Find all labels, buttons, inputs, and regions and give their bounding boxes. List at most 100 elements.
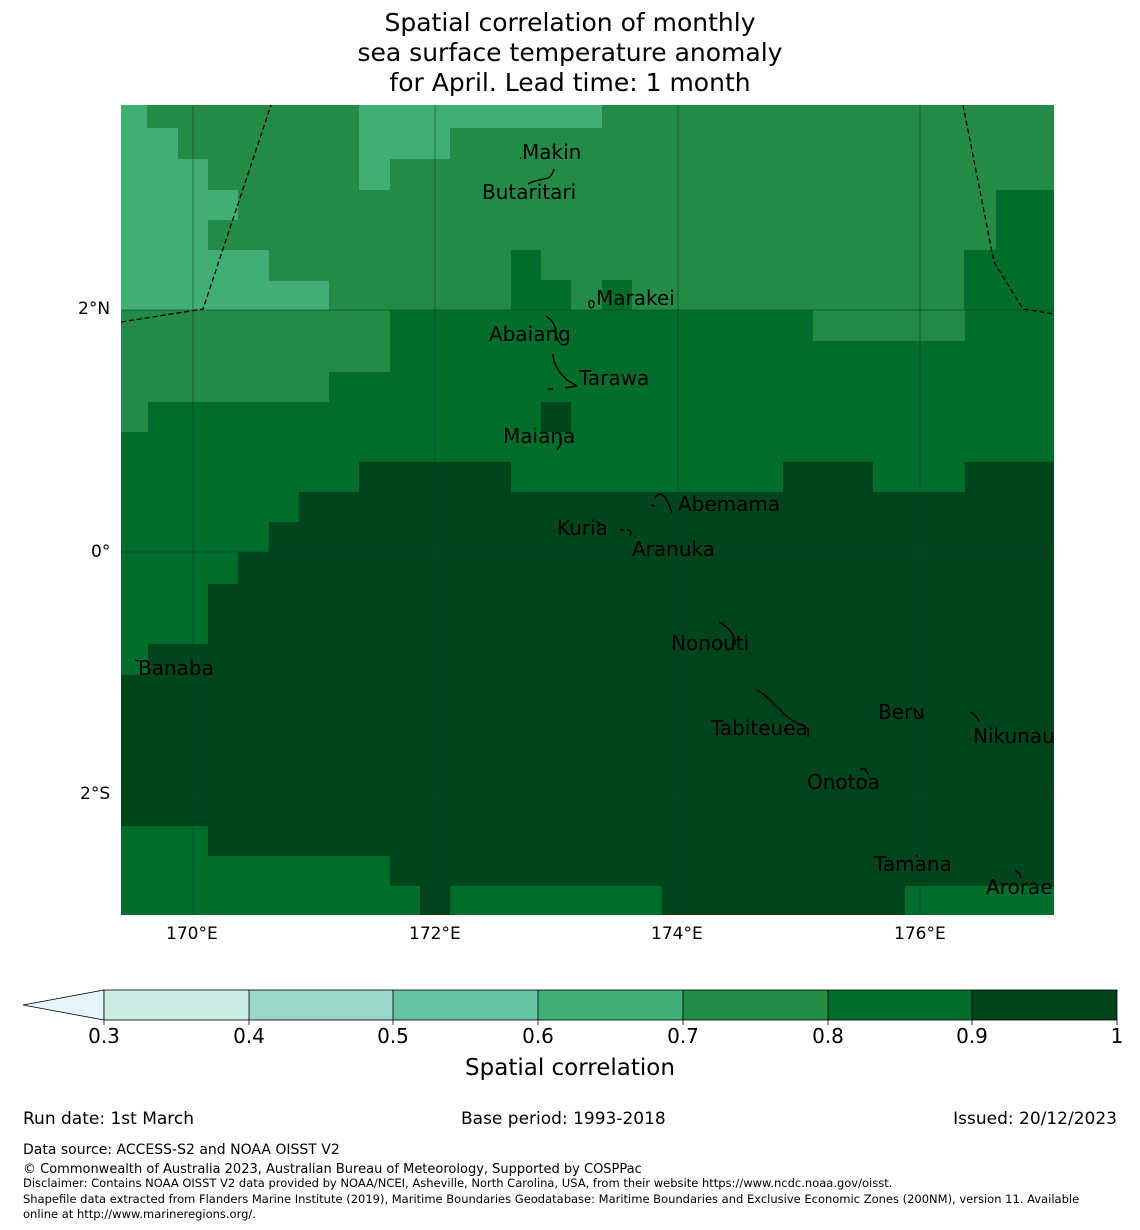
- label-kuria: Kuria: [557, 516, 608, 540]
- colorbar-tick-0.4: 0.4: [233, 1024, 265, 1048]
- y-tick-2n: 2°N: [78, 299, 111, 319]
- eez-boundary: [120, 104, 1055, 323]
- disclaimer: Disclaimer: Contains NOAA OISST V2 data …: [23, 1176, 893, 1190]
- island-outlines: [134, 145, 1022, 879]
- run-date: Run date: 1st March: [23, 1109, 195, 1129]
- field-cell-08: [996, 190, 1054, 250]
- label-butaritari: Butaritari: [482, 180, 576, 204]
- island-abaiang: [545, 315, 561, 344]
- field-cell-07: [571, 280, 602, 310]
- label-nikunau: Nikunau: [973, 724, 1055, 748]
- field-cell-08: [511, 462, 783, 492]
- field-cell-06: [359, 159, 390, 190]
- field-cell-08: [121, 552, 238, 584]
- island-nonouti: [718, 621, 736, 646]
- field-cell-07: [541, 250, 964, 280]
- x-tick-176e: 176°E: [894, 924, 946, 944]
- field-cell-08: [121, 644, 148, 675]
- colorbar-tick-0.8: 0.8: [812, 1024, 844, 1048]
- field-cell-06: [147, 128, 178, 310]
- label-tarawa: Tarawa: [578, 366, 649, 390]
- island-onotoa: [860, 768, 869, 775]
- y-tick-0: 0°: [91, 542, 111, 562]
- label-tamana: Tamana: [873, 852, 952, 876]
- island-tamana: [915, 854, 919, 858]
- colorbar-bin-05-06: [393, 990, 538, 1020]
- field-cell-08: [121, 886, 420, 915]
- field-cell-07: [964, 105, 1054, 190]
- map-title: Spatial correlation of monthly sea surfa…: [0, 8, 1140, 98]
- field-cell-07: [121, 402, 148, 432]
- island-tarawa: [548, 353, 579, 390]
- label-nonouti: Nonouti: [671, 631, 749, 655]
- colorbar-frame: [103, 989, 1118, 1021]
- colorbar-bin-07-08: [683, 990, 828, 1020]
- field-cell-06: [121, 105, 147, 310]
- title-line-1: Spatial correlation of monthly: [384, 8, 756, 37]
- field-cell-08: [121, 584, 208, 644]
- label-banaba: Banaba: [138, 656, 214, 680]
- eez-boundary-east: [962, 104, 1055, 315]
- y-tick-2s: 2°S: [80, 784, 111, 804]
- field-cell-08: [121, 522, 269, 552]
- island-nikunau: [969, 712, 980, 722]
- field-cell-07: [121, 105, 964, 250]
- colorbar-extend-arrow: [22, 989, 105, 1021]
- colorbar-bin-03-04: [104, 990, 249, 1020]
- field-cell-06: [359, 105, 602, 128]
- label-abaiang: Abaiang: [489, 322, 571, 346]
- field-cell-08: [450, 886, 662, 915]
- field-cell-08: [873, 462, 965, 492]
- map-plot: Makin Butaritari Marakei Abaiang Tarawa …: [120, 104, 1055, 915]
- field-cell-06: [269, 281, 329, 310]
- data-source: Data source: ACCESS-S2 and NOAA OISST V2: [23, 1142, 340, 1158]
- label-onotoa: Onotoa: [807, 770, 880, 794]
- island-marakei: [588, 299, 595, 309]
- colorbar-bin-09-10: [972, 990, 1117, 1020]
- field-cell-08: [121, 462, 359, 492]
- field-cell-07: [964, 190, 996, 250]
- colorbar-tick-0.9: 0.9: [956, 1024, 988, 1048]
- field-cell-07: [632, 280, 964, 310]
- label-aranuka: Aranuka: [632, 537, 715, 561]
- shapefile-credit-line-2: online at http://www.marineregions.org/.: [23, 1207, 256, 1221]
- x-tick-172e: 172°E: [409, 924, 461, 944]
- base-period: Base period: 1993-2018: [461, 1109, 666, 1129]
- island-tabiteuea: [756, 689, 809, 737]
- field-cell-06: [208, 250, 269, 310]
- eez-boundary-west: [120, 104, 272, 323]
- island-maiana: [556, 435, 562, 451]
- field-cell-07: [813, 310, 965, 341]
- island-kuria: [595, 520, 601, 528]
- label-tabiteuea: Tabiteuea: [710, 716, 808, 740]
- field-cell-06: [359, 128, 450, 159]
- field-cell-08: [905, 886, 1054, 915]
- shapefile-credit-line-1: Shapefile data extracted from Flanders M…: [23, 1192, 1080, 1206]
- island-beru: [915, 709, 925, 718]
- colorbar-tick-0.6: 0.6: [522, 1024, 554, 1048]
- x-tick-174e: 174°E: [651, 924, 703, 944]
- title-line-2: sea surface temperature anomaly: [357, 38, 783, 67]
- correlation-field: [121, 105, 1054, 915]
- island-arorae: [1014, 869, 1022, 879]
- colorbar-bin-08-09: [828, 990, 972, 1020]
- field-cell-06: [208, 190, 238, 220]
- label-maiana: Maiana: [503, 424, 575, 448]
- island-makin: [520, 145, 556, 159]
- colorbar-tick-0.5: 0.5: [377, 1024, 409, 1048]
- field-cell-07: [121, 372, 329, 402]
- x-tick-170e: 170°E: [166, 924, 218, 944]
- colorbar-tick-0.7: 0.7: [667, 1024, 699, 1048]
- colorbar-tick-0.3: 0.3: [88, 1024, 120, 1048]
- island-abemama: [650, 493, 673, 514]
- colorbar-bin-06-07: [538, 990, 683, 1020]
- field-cell-09: [541, 402, 571, 432]
- colorbar-tick-1: 1: [1110, 1024, 1124, 1048]
- label-makin: Makin: [522, 140, 581, 164]
- colorbar-dividers: [248, 990, 973, 1020]
- field-cell-07: [121, 341, 390, 372]
- island-banaba: [134, 659, 140, 662]
- colorbar-label: Spatial correlation: [465, 1055, 675, 1081]
- colorbar-bin-04-05: [249, 990, 393, 1020]
- label-abemama: Abemama: [678, 492, 780, 516]
